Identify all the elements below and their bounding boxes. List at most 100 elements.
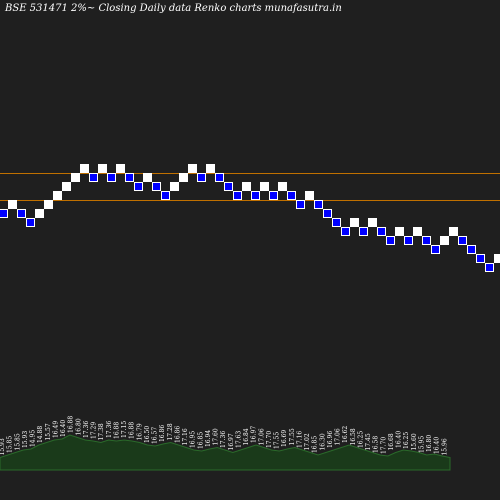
volume-label: 16.85	[197, 432, 204, 449]
renko-brick-down	[224, 182, 233, 191]
volume-label: 16.88	[113, 422, 120, 439]
volume-label: 16.97	[251, 426, 258, 443]
renko-brick-down	[269, 191, 278, 200]
volume-label: 15.96	[441, 438, 448, 455]
renko-brick-up	[413, 227, 422, 236]
volume-label: 14.88	[37, 426, 44, 443]
renko-brick-down	[26, 218, 35, 227]
volume-area	[0, 434, 451, 471]
renko-brick-up	[170, 182, 179, 191]
renko-brick-down	[125, 173, 134, 182]
renko-brick-down	[152, 182, 161, 191]
volume-label: 17.55	[274, 432, 281, 449]
renko-brick-down	[314, 200, 323, 209]
renko-brick-up	[35, 209, 44, 218]
volume-label: 16.97	[228, 433, 235, 450]
volume-label: 16.68	[388, 433, 395, 450]
renko-brick-down	[17, 209, 26, 218]
volume-label: 16.80	[75, 418, 82, 435]
renko-brick-up	[116, 164, 125, 173]
renko-brick-up	[80, 164, 89, 173]
renko-brick-up	[143, 173, 152, 182]
renko-brick-up	[71, 173, 80, 182]
renko-brick-down	[107, 173, 116, 182]
volume-label: 16.25	[403, 432, 410, 449]
renko-brick-down	[161, 191, 170, 200]
renko-brick-up	[206, 164, 215, 173]
volume-label: 15.93	[22, 431, 29, 448]
renko-brick-up	[449, 227, 458, 236]
volume-label: 17.55	[289, 428, 296, 445]
volume-label: 16.80	[426, 435, 433, 452]
volume-label: 16.57	[152, 427, 159, 444]
volume-label: 15.57	[45, 423, 52, 440]
volume-polygon	[0, 434, 451, 471]
volume-label: 17.06	[335, 428, 342, 445]
renko-brick-up	[368, 218, 377, 227]
volume-label: 17.06	[258, 428, 265, 445]
volume-label: 17.28	[167, 423, 174, 440]
volume-label: 15.95	[418, 436, 425, 453]
renko-brick-up	[305, 191, 314, 200]
renko-brick-down	[134, 182, 143, 191]
renko-brick-down	[332, 218, 341, 227]
volume-label: 16.40	[434, 437, 441, 454]
renko-brick-down	[422, 236, 431, 245]
renko-brick-down	[359, 227, 368, 236]
renko-brick-down	[485, 263, 494, 272]
volume-label: 16.69	[281, 430, 288, 447]
volume-label: 17.36	[106, 421, 113, 438]
volume-label: 17.36	[83, 421, 90, 438]
renko-brick-down	[233, 191, 242, 200]
volume-label: 15.85	[14, 433, 21, 450]
volume-label: 16.86	[174, 426, 181, 443]
renko-brick-up	[53, 191, 62, 200]
volume-label: 15.93	[0, 438, 6, 455]
renko-brick-down	[404, 236, 413, 245]
volume-label: 14.95	[30, 430, 37, 447]
renko-brick-down	[341, 227, 350, 236]
volume-label: 17.02	[304, 433, 311, 450]
volume-label: 16.49	[52, 421, 59, 438]
volume-label: 16.86	[159, 425, 166, 442]
renko-brick-down	[458, 236, 467, 245]
renko-brick-up	[395, 227, 404, 236]
volume-label: 16.96	[327, 431, 334, 448]
bricks	[0, 164, 500, 272]
volume-label: 16.30	[319, 433, 326, 450]
volume-label: 17.60	[213, 428, 220, 445]
volume-label: 16.40	[60, 420, 67, 437]
renko-brick-down	[215, 173, 224, 182]
renko-brick-up	[278, 182, 287, 191]
renko-brick-up	[440, 236, 449, 245]
volume-label: 16.95	[190, 431, 197, 448]
renko-brick-down	[287, 191, 296, 200]
volume-label: 16.25	[357, 431, 364, 448]
volume-label: 17.36	[220, 431, 227, 448]
renko-brick-up	[494, 254, 500, 263]
renko-brick-down	[296, 200, 305, 209]
renko-brick-down	[386, 236, 395, 245]
volume-label: 16.88	[68, 416, 75, 433]
renko-brick-down	[476, 254, 485, 263]
renko-brick-up	[98, 164, 107, 173]
renko-brick-down	[323, 209, 332, 218]
volume-label: 16.40	[396, 431, 403, 448]
renko-brick-up	[188, 164, 197, 173]
volume-label: 17.16	[296, 431, 303, 448]
renko-brick-up	[260, 182, 269, 191]
volume-label: 17.29	[91, 422, 98, 439]
renko-brick-down	[197, 173, 206, 182]
renko-brick-up	[44, 200, 53, 209]
volume-label: 17.70	[266, 431, 273, 448]
renko-brick-down	[431, 245, 440, 254]
volume-label: 16.58	[350, 428, 357, 445]
volume-label: 16.85	[312, 436, 319, 453]
renko-brick-down	[377, 227, 386, 236]
volume-label: 16.84	[243, 428, 250, 445]
renko-brick-down	[251, 191, 260, 200]
volume-label: 17.70	[380, 437, 387, 454]
renko-brick-up	[8, 200, 17, 209]
